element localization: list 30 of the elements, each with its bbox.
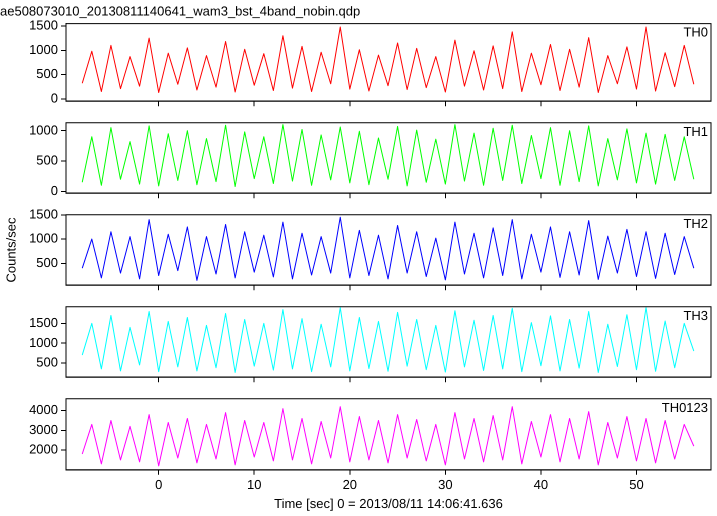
chart-title: ae508073010_20130811140641_wam3_bst_4band_nobin.qdp: [0, 3, 360, 18]
y-tick-label: 1000: [29, 42, 58, 57]
y-tick-label: 1000: [29, 122, 58, 138]
y-tick-label: 0: [50, 182, 58, 198]
y-tick-label: 500: [36, 152, 58, 168]
y-tick-label: 2000: [29, 442, 58, 457]
y-tick-label: 500: [36, 66, 58, 82]
series-label: TH1: [683, 124, 708, 139]
series-label: TH3: [683, 308, 708, 323]
y-tick-label: 4000: [29, 402, 58, 418]
x-tick-label: 10: [247, 477, 262, 492]
y-tick-label: 500: [36, 254, 58, 270]
x-tick-label: 30: [438, 477, 453, 492]
y-axis-title: Counts/sec: [4, 216, 19, 283]
series-label: TH0123: [662, 400, 708, 415]
y-tick-label: 1000: [29, 334, 58, 350]
series-label: TH0: [683, 24, 708, 40]
x-tick-label: 50: [629, 477, 644, 492]
y-tick-label: 1500: [29, 18, 58, 33]
x-tick-label: 20: [342, 477, 358, 492]
series-label: TH2: [683, 216, 708, 231]
y-tick-label: 3000: [29, 422, 58, 437]
y-tick-label: 1500: [29, 206, 58, 222]
y-tick-label: 1500: [29, 314, 58, 330]
y-tick-label: 0: [50, 90, 58, 106]
x-tick-label: 0: [155, 477, 162, 492]
x-axis-title: Time [sec] 0 = 2013/08/11 14:06:41.636: [274, 496, 503, 511]
y-tick-label: 1000: [29, 230, 58, 246]
y-tick-label: 500: [36, 354, 58, 370]
x-tick-label: 40: [534, 477, 548, 492]
